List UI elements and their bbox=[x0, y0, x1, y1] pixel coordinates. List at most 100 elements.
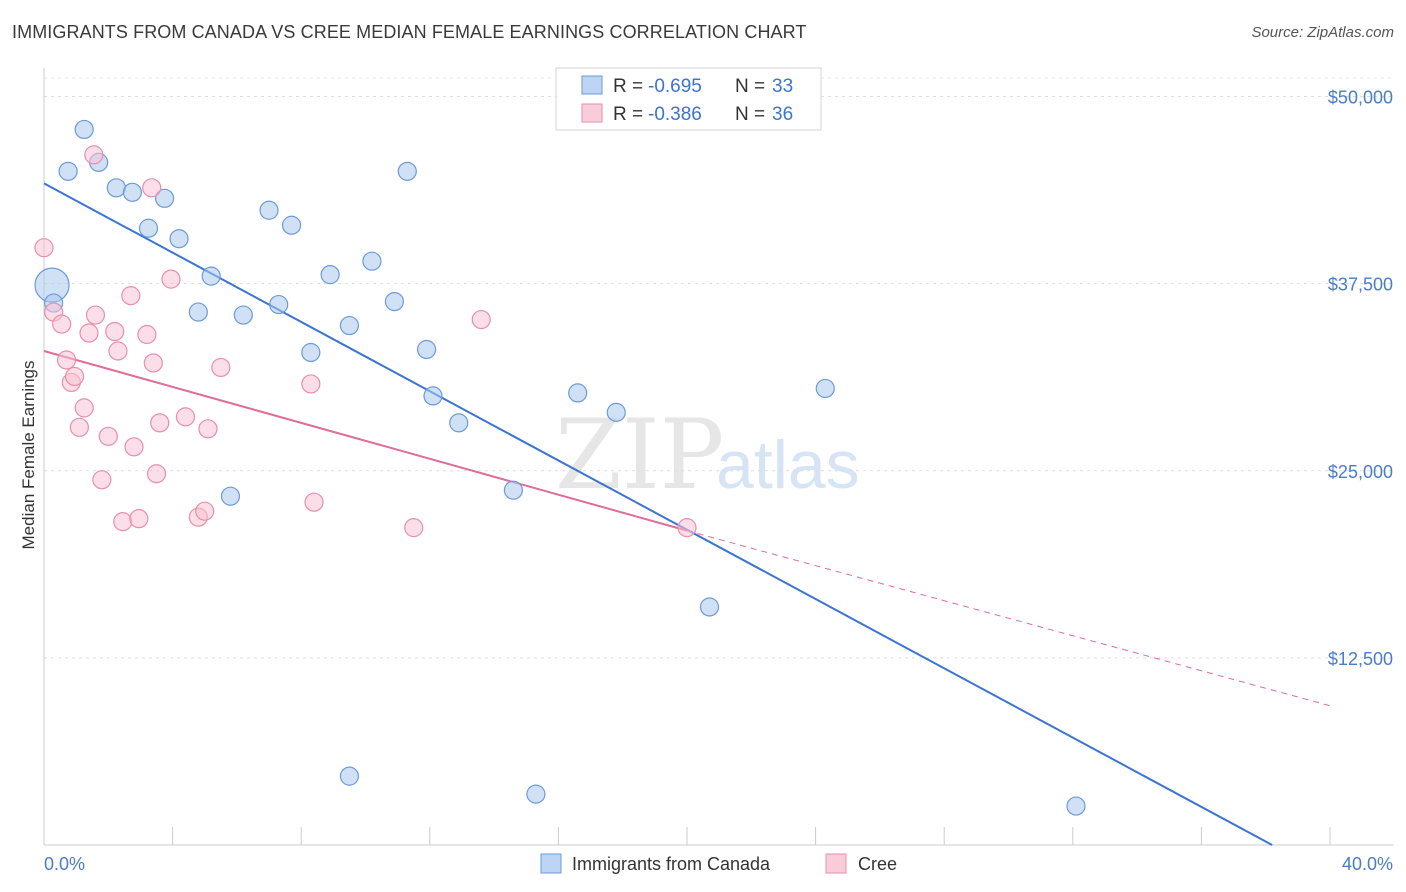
series-legend-label-cree: Cree bbox=[858, 854, 897, 874]
x-tick-label-max: 40.0% bbox=[1342, 854, 1393, 874]
point-cree bbox=[121, 286, 141, 306]
point-cree bbox=[471, 309, 491, 330]
y-tick-label: $12,500 bbox=[1328, 649, 1393, 669]
trend-line-cree bbox=[43, 350, 688, 532]
point-canada bbox=[320, 265, 340, 285]
point-canada bbox=[526, 784, 546, 804]
point-cree bbox=[301, 374, 321, 394]
legend-r-value-canada: -0.695 bbox=[648, 76, 702, 97]
point-cree bbox=[175, 407, 196, 427]
data-points bbox=[34, 119, 1086, 816]
point-cree bbox=[137, 324, 157, 345]
point-canada bbox=[815, 378, 835, 399]
point-cree bbox=[161, 269, 181, 289]
point-canada bbox=[384, 291, 405, 312]
point-canada bbox=[269, 294, 289, 315]
point-canada bbox=[568, 383, 588, 403]
point-cree bbox=[150, 413, 170, 433]
grid bbox=[44, 77, 1394, 659]
point-cree bbox=[69, 417, 89, 437]
legend-swatch-cree bbox=[581, 103, 603, 123]
point-canada bbox=[259, 200, 279, 220]
point-cree bbox=[56, 350, 77, 370]
point-canada bbox=[281, 215, 302, 235]
point-canada bbox=[503, 480, 523, 500]
point-canada bbox=[606, 402, 626, 422]
point-cree bbox=[79, 323, 99, 343]
y-tick-label: $50,000 bbox=[1328, 88, 1393, 108]
legend-n-label-canada: N = bbox=[735, 76, 765, 97]
point-cree bbox=[108, 341, 128, 361]
point-canada bbox=[122, 182, 143, 202]
series-legend-label-canada: Immigrants from Canada bbox=[572, 854, 771, 874]
point-canada bbox=[233, 305, 253, 325]
point-canada bbox=[188, 302, 208, 322]
point-cree bbox=[64, 366, 85, 387]
point-cree bbox=[677, 518, 697, 538]
series-legend-swatch-cree bbox=[825, 853, 847, 874]
point-cree bbox=[74, 398, 94, 418]
watermark-atlas: atlas bbox=[716, 427, 860, 503]
point-canada bbox=[58, 161, 78, 181]
x-tick-label-min: 0.0% bbox=[44, 854, 85, 874]
point-cree bbox=[143, 353, 163, 373]
point-canada bbox=[154, 188, 175, 208]
y-tick-label: $37,500 bbox=[1328, 275, 1393, 295]
point-canada bbox=[301, 342, 321, 363]
point-cree bbox=[52, 314, 72, 334]
legend-r-value-cree: -0.386 bbox=[648, 104, 702, 125]
trend-line-canada bbox=[43, 182, 1273, 846]
point-canada bbox=[699, 597, 720, 617]
point-cree bbox=[198, 419, 218, 439]
point-cree bbox=[142, 178, 162, 198]
point-cree bbox=[113, 512, 133, 532]
legend-swatch-canada bbox=[581, 75, 603, 95]
trend-line-cree-extension bbox=[686, 530, 1331, 707]
trend-lines bbox=[43, 182, 1331, 846]
point-cree bbox=[92, 470, 112, 490]
point-canada bbox=[1066, 796, 1086, 816]
legend-n-label-cree: N = bbox=[735, 104, 765, 125]
chart-title: IMMIGRANTS FROM CANADA VS CREE MEDIAN FE… bbox=[12, 22, 807, 42]
legend-n-value-cree: 36 bbox=[772, 104, 793, 125]
axes bbox=[43, 68, 1394, 846]
point-cree bbox=[85, 305, 106, 325]
watermark-zip: ZIP bbox=[555, 399, 724, 511]
point-canada bbox=[339, 315, 360, 336]
point-canada bbox=[106, 178, 126, 198]
point-cree bbox=[105, 321, 125, 342]
series-legend-swatch-canada bbox=[540, 853, 562, 874]
legend-r-label-canada: R = bbox=[613, 76, 643, 97]
point-canada bbox=[423, 386, 443, 406]
y-axis-label: Median Female Earnings bbox=[19, 361, 38, 550]
point-cree bbox=[98, 426, 118, 446]
y-tick-label: $25,000 bbox=[1328, 462, 1393, 482]
point-canada bbox=[416, 339, 437, 360]
watermark: ZIP atlas bbox=[555, 399, 860, 511]
correlation-legend: R = -0.695 N = 33 R = -0.386 N = 36 bbox=[555, 67, 822, 131]
chart-source: Source: ZipAtlas.com bbox=[1251, 24, 1394, 41]
point-cree bbox=[124, 437, 144, 457]
point-cree bbox=[211, 357, 231, 378]
point-canada bbox=[339, 766, 360, 786]
series-legend: Immigrants from Canada Cree bbox=[540, 853, 897, 874]
y-tick-labels: $12,500 $25,000 $37,500 $50,000 bbox=[1328, 88, 1393, 669]
point-cree bbox=[34, 238, 54, 258]
point-cree bbox=[84, 145, 104, 165]
point-canada bbox=[397, 161, 417, 181]
legend-r-label-cree: R = bbox=[613, 104, 643, 125]
point-canada bbox=[201, 266, 221, 286]
point-canada bbox=[74, 119, 94, 140]
point-canada bbox=[449, 413, 469, 433]
point-cree bbox=[304, 492, 324, 512]
point-cree bbox=[195, 501, 215, 521]
point-cree bbox=[404, 518, 424, 538]
point-canada bbox=[220, 486, 241, 506]
point-canada bbox=[169, 229, 189, 249]
legend-n-value-canada: 33 bbox=[772, 76, 793, 97]
point-cree bbox=[129, 509, 149, 529]
point-canada bbox=[138, 218, 159, 238]
point-canada bbox=[362, 251, 382, 271]
point-cree bbox=[146, 464, 167, 484]
